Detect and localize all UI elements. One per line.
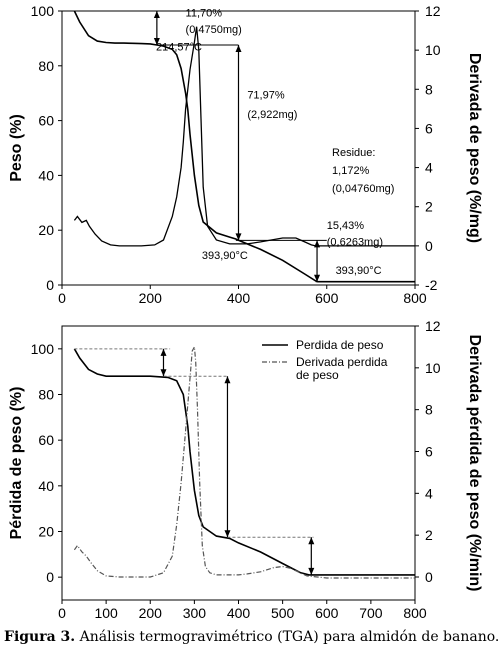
chart1-arrow-step1-head-up	[153, 11, 160, 18]
chart2-arrow-step3-head-down	[308, 567, 315, 575]
chart2-y2-tick-label: 4	[425, 485, 433, 501]
chart1-annotation-7: (0,04760mg)	[332, 183, 394, 195]
chart1-annotation-6: 1,172%	[332, 165, 370, 177]
chart2-y-tick-label: 20	[38, 524, 54, 540]
chart1-x-tick-label: 800	[403, 290, 427, 306]
chart1-annotation-4: (2,922mg)	[247, 109, 297, 121]
chart2-y2-tick-label: 2	[425, 527, 433, 543]
chart1-y-tick-label: 20	[38, 222, 54, 238]
chart2-x-tick-label: 0	[58, 605, 66, 621]
chart1-annotation-1: (0,4750mg)	[186, 24, 242, 36]
chart1-y-tick-label: 40	[38, 167, 54, 183]
chart1-annotation-8: 15,43%	[327, 220, 365, 232]
chart2-y-tick-label: 100	[31, 341, 55, 357]
chart1-annotation-10: 393,90°C	[202, 250, 248, 262]
chart2-x-tick-label: 600	[315, 605, 339, 621]
chart2-y-axis-label: Pérdida de peso (%)	[8, 387, 25, 540]
chart2-y2-tick-label: 0	[425, 569, 433, 585]
chart2-x-tick-label: 300	[183, 605, 207, 621]
chart2-y2-tick-label: 8	[425, 402, 433, 418]
chart1-y2-tick-label: 6	[425, 120, 433, 136]
chart1-y2-tick-label: 12	[425, 3, 441, 19]
chart2-x-tick-label: 800	[403, 605, 427, 621]
chart1-x-tick-label: 600	[315, 290, 339, 306]
chart1-annotation-2: 214,57°C	[156, 42, 202, 54]
chart1-y2-tick-label: 2	[425, 199, 433, 215]
chart2-arrow-step2-head-down	[224, 530, 231, 538]
chart2-y-tick-label: 40	[38, 478, 54, 494]
chart2-x-tick-label: 200	[139, 605, 163, 621]
chart1-y2-tick-label: 4	[425, 160, 433, 176]
chart1-y-tick-label: 0	[46, 277, 54, 293]
caption-label: Figura 3.	[4, 629, 76, 645]
chart1-derivative-curve	[73, 26, 415, 247]
chart1-y2-tick-label: -2	[425, 277, 438, 293]
chart1-weight-curve	[73, 10, 415, 283]
chart2-x-tick-label: 100	[94, 605, 118, 621]
chart2-arrow-step3-head-up	[308, 537, 315, 545]
caption-text: Análisis termogravimétrico (TGA) para al…	[75, 629, 500, 645]
chart2-y-tick-label: 60	[38, 432, 54, 448]
figure-caption: Figura 3. Análisis termogravimétrico (TG…	[4, 628, 500, 646]
legend-label-derivative-line1: Derivada perdida	[296, 355, 388, 369]
chart2-y-tick-label: 80	[38, 387, 54, 403]
chart1-arrow-step3-head-up	[314, 240, 321, 248]
chart1-y-tick-label: 60	[38, 113, 54, 129]
legend-label-derivative: Derivada perdida de peso	[296, 355, 388, 382]
chart1-annotation-5: Residue:	[332, 147, 375, 159]
chart1-y2-axis-label: Derivada de peso (%/mg)	[466, 53, 483, 243]
chart1-y2-tick-label: 8	[425, 81, 433, 97]
chart1-arrow-step1-head-down	[153, 37, 160, 45]
chart1-y2-tick-label: 10	[425, 42, 441, 58]
chart2-weight-curve	[73, 348, 415, 576]
chart2-y-tick-label: 0	[46, 569, 54, 585]
chart2-y2-axis-label: Derivada pérdida de peso (%/min)	[466, 335, 483, 592]
chart1-x-tick-label: 400	[227, 290, 251, 306]
chart1-y-axis-label: Peso (%)	[8, 114, 25, 182]
chart1-arrow-step3-head-down	[314, 274, 321, 282]
chart1-annotation-0: 11,70%	[186, 7, 223, 19]
chart1-arrow-step2-head-up	[235, 44, 242, 52]
legend-label-derivative-line2: de peso	[296, 368, 339, 382]
chart2-arrow-step1-head-up	[160, 348, 167, 356]
chart2-x-tick-label: 500	[271, 605, 295, 621]
chart1-y2-tick-label: 0	[425, 238, 433, 254]
legend-label-weight: Perdida de peso	[296, 338, 384, 352]
chart1-annotation-3: 71,97%	[247, 90, 285, 102]
chart2-arrow-step1-head-down	[160, 369, 167, 377]
chart2-x-tick-label: 400	[227, 605, 251, 621]
chart2-y2-tick-label: 10	[425, 360, 441, 376]
chart1-arrow-step2-head-down	[235, 233, 242, 241]
chart1-y-tick-label: 100	[31, 3, 55, 19]
chart2-y2-tick-label: 12	[425, 318, 441, 334]
chart1-x-tick-label: 200	[139, 290, 163, 306]
chart2-x-tick-label: 700	[359, 605, 383, 621]
chart1-annotation-9: (0,6263mg)	[327, 236, 383, 248]
chart2-derivative-curve	[73, 344, 415, 579]
chart2-arrow-step2-head-up	[224, 376, 231, 384]
chart1-annotation-11: 393,90°C	[336, 265, 382, 277]
chart1-x-tick-label: 0	[58, 290, 66, 306]
chart1-y-tick-label: 80	[38, 58, 54, 74]
chart2-y2-tick-label: 6	[425, 443, 433, 459]
